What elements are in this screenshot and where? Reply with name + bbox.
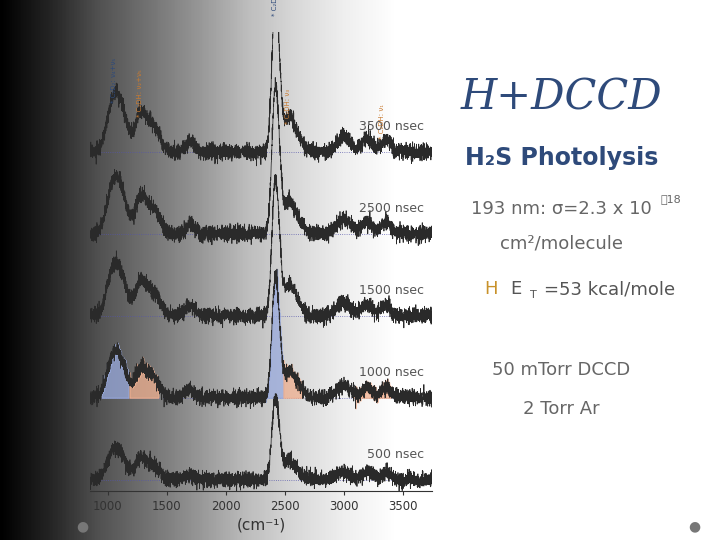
Text: * C₂DH: ν₃: * C₂DH: ν₃ [285,89,291,124]
Text: 50 mTorr DCCD: 50 mTorr DCCD [492,361,631,379]
Text: 193 nm: σ=2.3 x 10: 193 nm: σ=2.3 x 10 [471,200,652,218]
Text: 1000 nsec: 1000 nsec [359,366,424,379]
Text: ●: ● [77,519,89,534]
Text: H+DCCD: H+DCCD [461,77,662,118]
Text: H₂S Photolysis: H₂S Photolysis [465,146,658,170]
Text: E: E [510,280,521,299]
Text: cm²/molecule: cm²/molecule [500,234,623,252]
Text: 2500 nsec: 2500 nsec [359,202,424,215]
Text: * C₂DH: ν₂+ν₅: * C₂DH: ν₂+ν₅ [137,69,143,117]
Text: 3500 nsec: 3500 nsec [359,120,424,133]
Text: ●: ● [689,519,701,534]
Text: H: H [484,280,498,299]
Text: 500 nsec: 500 nsec [366,448,424,461]
Text: T: T [530,290,536,300]
Text: * C₂D₂: ν₃: * C₂D₂: ν₃ [272,0,278,16]
X-axis label: (cm⁻¹): (cm⁻¹) [236,518,286,532]
Text: * C₂D₂: ν₄+ν₅: * C₂D₂: ν₄+ν₅ [111,57,117,103]
Text: * C₂DH: ν₁: * C₂DH: ν₁ [379,104,385,139]
Text: 2 Torr Ar: 2 Torr Ar [523,400,600,417]
Text: =53 kcal/mole: =53 kcal/mole [544,280,675,299]
Text: ⁲18: ⁲18 [661,193,682,204]
Text: 1500 nsec: 1500 nsec [359,284,424,297]
